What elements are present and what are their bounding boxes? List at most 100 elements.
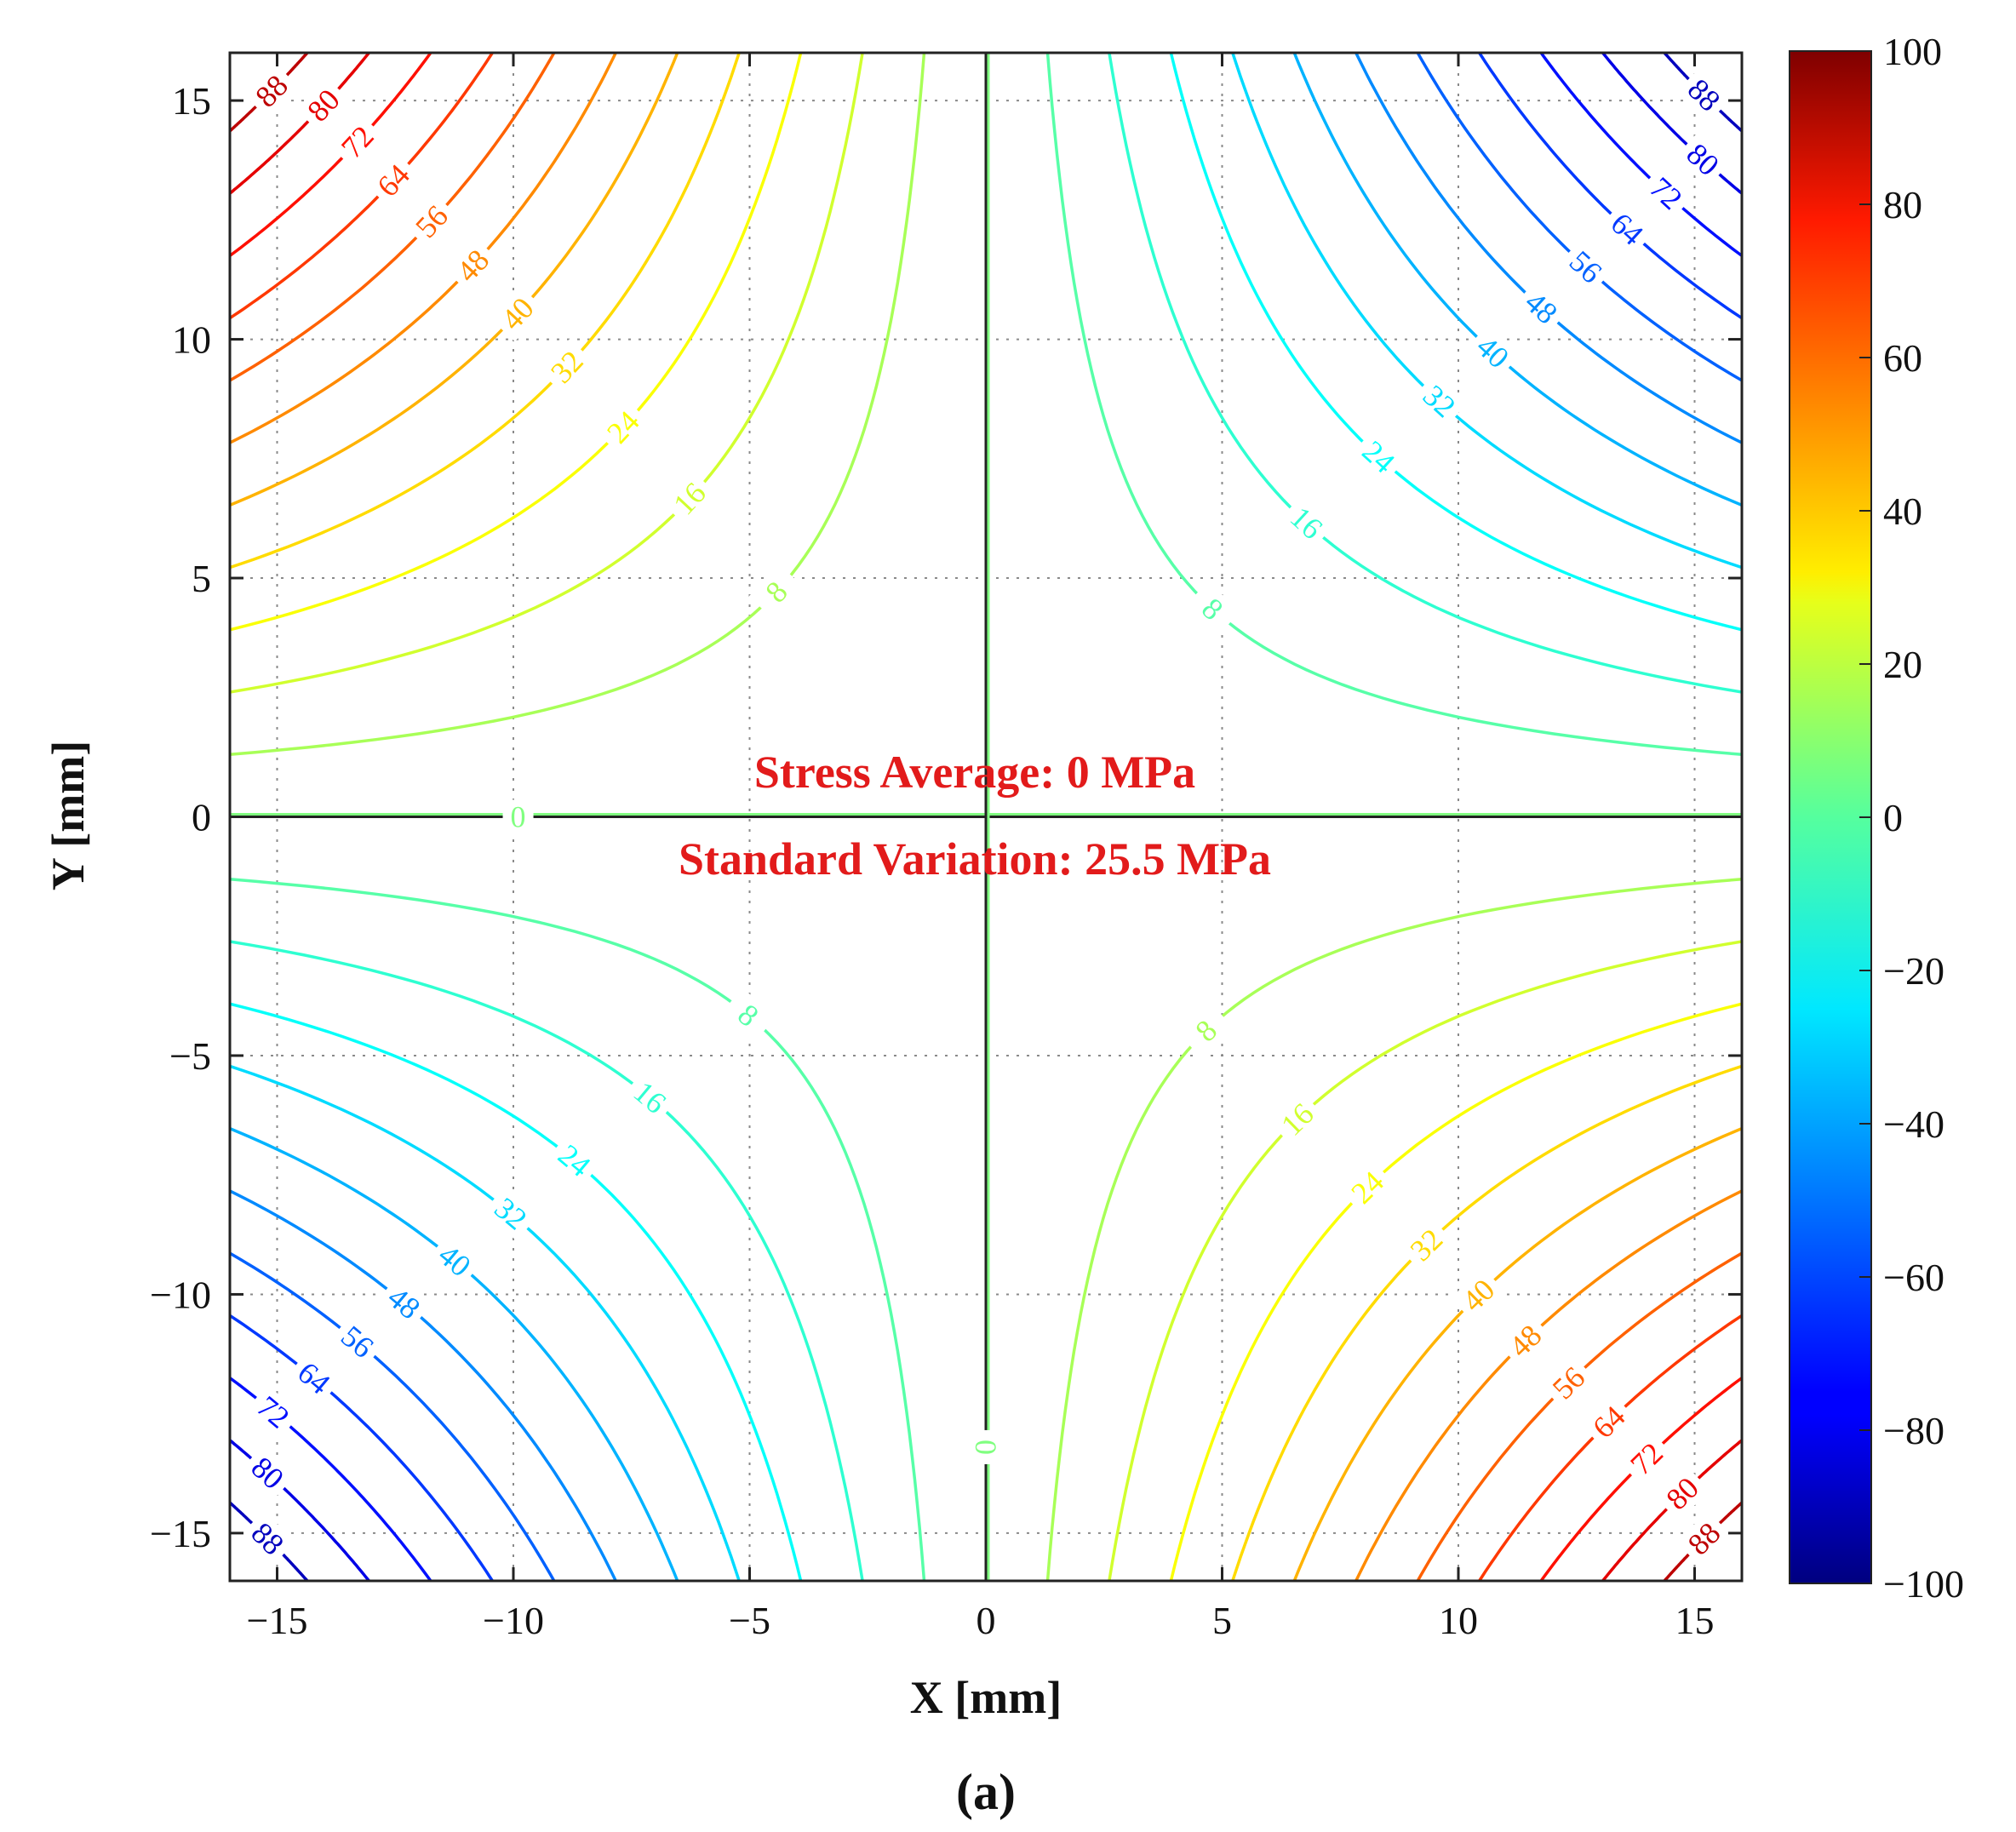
x-axis-ticks: −15 −10 −5 0 5 10 15 (247, 53, 1715, 1642)
contour-label-bg-bottom-left-16 (621, 1070, 679, 1125)
x-tick-label-3: 0 (976, 1599, 996, 1642)
y-tick-label-2: −5 (169, 1034, 211, 1078)
contour-top-left-level-64 (230, 53, 494, 320)
contour-label-bg-bottom-right-72 (1618, 1431, 1675, 1486)
x-tick-label-1: −10 (483, 1599, 544, 1642)
colorbar-tick-label-4: 20 (1883, 643, 1922, 686)
colorbar-tick-label-3: 40 (1883, 489, 1922, 533)
contour-label-bg-top-left-80 (295, 77, 352, 134)
contour-label-bottom-left-56: 56 (335, 1319, 380, 1365)
contour-label-bg-bottom-right-64 (1581, 1394, 1637, 1450)
contour-label-zero-vertical: 0 (969, 1440, 1003, 1455)
colorbar-tick-label-9: −80 (1883, 1409, 1944, 1452)
contour-label-bg-bottom-left-72 (245, 1384, 301, 1440)
contour-label-bottom-left-40: 40 (432, 1238, 477, 1284)
colorbar-tick-label-0: 100 (1883, 30, 1942, 73)
contour-label-bg-top-left-56 (404, 193, 460, 249)
zero-label-bg-h (502, 799, 534, 834)
contour-label-bg-top-right-88 (1676, 67, 1732, 123)
subfigure-label: (a) (956, 1764, 1016, 1820)
contour-top-left-level-48 (230, 53, 617, 444)
contour-bottom-left-level-24 (230, 1002, 803, 1581)
x-tick-label-2: −5 (729, 1599, 770, 1642)
y-tick-label-5: 10 (172, 318, 211, 362)
colorbar-tick-label-6: −20 (1883, 949, 1944, 993)
x-tick-label-4: 5 (1212, 1599, 1232, 1642)
stress-average-annotation: Stress Average: 0 MPa (754, 747, 1195, 798)
contour-label-bg-top-left-24 (595, 399, 651, 455)
contour-top-left-level-32 (230, 53, 741, 570)
y-axis-title: Y [mm] (43, 741, 94, 890)
contour-bottom-left-level-16 (230, 940, 864, 1581)
contour-label-bg-bottom-right-56 (1540, 1355, 1597, 1411)
contour-label-bg-bottom-right-16 (1269, 1091, 1326, 1148)
contour-label-bg-bottom-right-80 (1654, 1465, 1710, 1521)
colorbar (1789, 50, 1872, 1584)
contour-label-bg-bottom-right-32 (1398, 1217, 1455, 1273)
contour-label-bg-bottom-left-8 (720, 988, 776, 1043)
contour-label-bg-top-left-8 (748, 564, 805, 620)
x-tick-label-6: 15 (1675, 1599, 1715, 1642)
contour-label-bg-top-right-48 (1513, 280, 1570, 335)
contour-bottom-left-level-8 (230, 877, 926, 1581)
contour-label-bg-top-right-24 (1350, 429, 1406, 484)
contour-label-bg-bottom-left-80 (239, 1446, 296, 1501)
contour-label-bg-bottom-right-24 (1339, 1159, 1395, 1216)
contour-label-bg-bottom-right-88 (1676, 1510, 1732, 1566)
contour-top-right-level-72 (1539, 53, 1742, 257)
contour-label-bg-top-left-16 (662, 471, 718, 527)
contour-top-right-level-64 (1478, 53, 1742, 320)
colorbar-tick-label-7: −40 (1883, 1102, 1944, 1146)
contour-label-bottom-left-72: 72 (250, 1389, 295, 1435)
contour-top-right-level-56 (1416, 53, 1742, 382)
contour-label-bg-bottom-left-48 (375, 1275, 432, 1331)
x-axis-title: X [mm] (910, 1672, 1062, 1723)
y-tick-label-3: 0 (192, 796, 211, 839)
contour-label-bg-bottom-left-40 (427, 1233, 483, 1288)
colorbar-tick-label-8: −60 (1883, 1256, 1944, 1299)
contour-top-left-level-72 (230, 53, 432, 257)
colorbar-ticks: 100 80 60 40 20 0 −20 −40 −60 −80 −100 (1859, 30, 1964, 1606)
contour-top-left-level-80 (230, 53, 370, 195)
y-axis-ticks: −15 −10 −5 0 5 10 15 (150, 79, 1742, 1555)
contour-bottom-left-level-48 (230, 1189, 617, 1581)
contour-top-right-level-8 (1045, 53, 1742, 757)
zero-label-bg-v (971, 1429, 1001, 1464)
contour-label-bottom-left-48: 48 (381, 1280, 427, 1326)
contour-label-bg-top-right-72 (1638, 165, 1694, 221)
y-tick-label-4: 5 (192, 557, 211, 600)
contour-bottom-left-level-40 (230, 1126, 679, 1581)
contour-label-bg-bottom-left-32 (483, 1186, 539, 1241)
x-tick-label-5: 10 (1439, 1599, 1478, 1642)
contour-label-zero-horizontal: 0 (511, 800, 526, 834)
contour-top-left-level-8 (230, 53, 926, 757)
contour-label-bg-top-right-32 (1412, 373, 1468, 429)
contour-label-bg-top-left-88 (243, 63, 300, 119)
contour-label-bg-top-left-64 (365, 152, 421, 209)
contour-top-right-level-24 (1169, 53, 1742, 632)
contour-label-bg-top-left-48 (444, 238, 501, 294)
contour-label-bottom-left-64: 64 (291, 1355, 336, 1401)
contour-top-left-level-56 (230, 53, 556, 382)
contour-top-left-level-24 (230, 53, 803, 632)
colorbar-tick-label-1: 80 (1883, 183, 1922, 226)
contour-label-bg-top-left-72 (329, 113, 386, 170)
contour-label-bg-bottom-right-48 (1498, 1313, 1554, 1369)
contour-top-right-level-40 (1292, 53, 1742, 507)
contour-label-bg-top-left-40 (490, 285, 546, 342)
contour-label-bottom-left-32: 32 (488, 1191, 533, 1237)
y-tick-label-0: −15 (150, 1512, 211, 1555)
contour-bottom-left-level-56 (230, 1251, 556, 1581)
contour-label-bg-bottom-right-8 (1178, 1003, 1234, 1059)
contour-bottom-left-level-32 (230, 1064, 741, 1581)
contour-label-bg-top-right-64 (1599, 201, 1655, 257)
standard-variation-annotation: Standard Variation: 25.5 MPa (679, 833, 1271, 885)
contour-label-bg-bottom-right-40 (1450, 1268, 1507, 1323)
y-tick-label-1: −10 (150, 1273, 211, 1316)
contour-label-bg-top-left-32 (539, 339, 595, 395)
colorbar-tick-label-5: 0 (1883, 796, 1903, 839)
contour-label-bottom-left-16: 16 (627, 1074, 673, 1120)
contour-label-bg-bottom-left-24 (546, 1133, 603, 1188)
x-tick-label-0: −15 (247, 1599, 308, 1642)
